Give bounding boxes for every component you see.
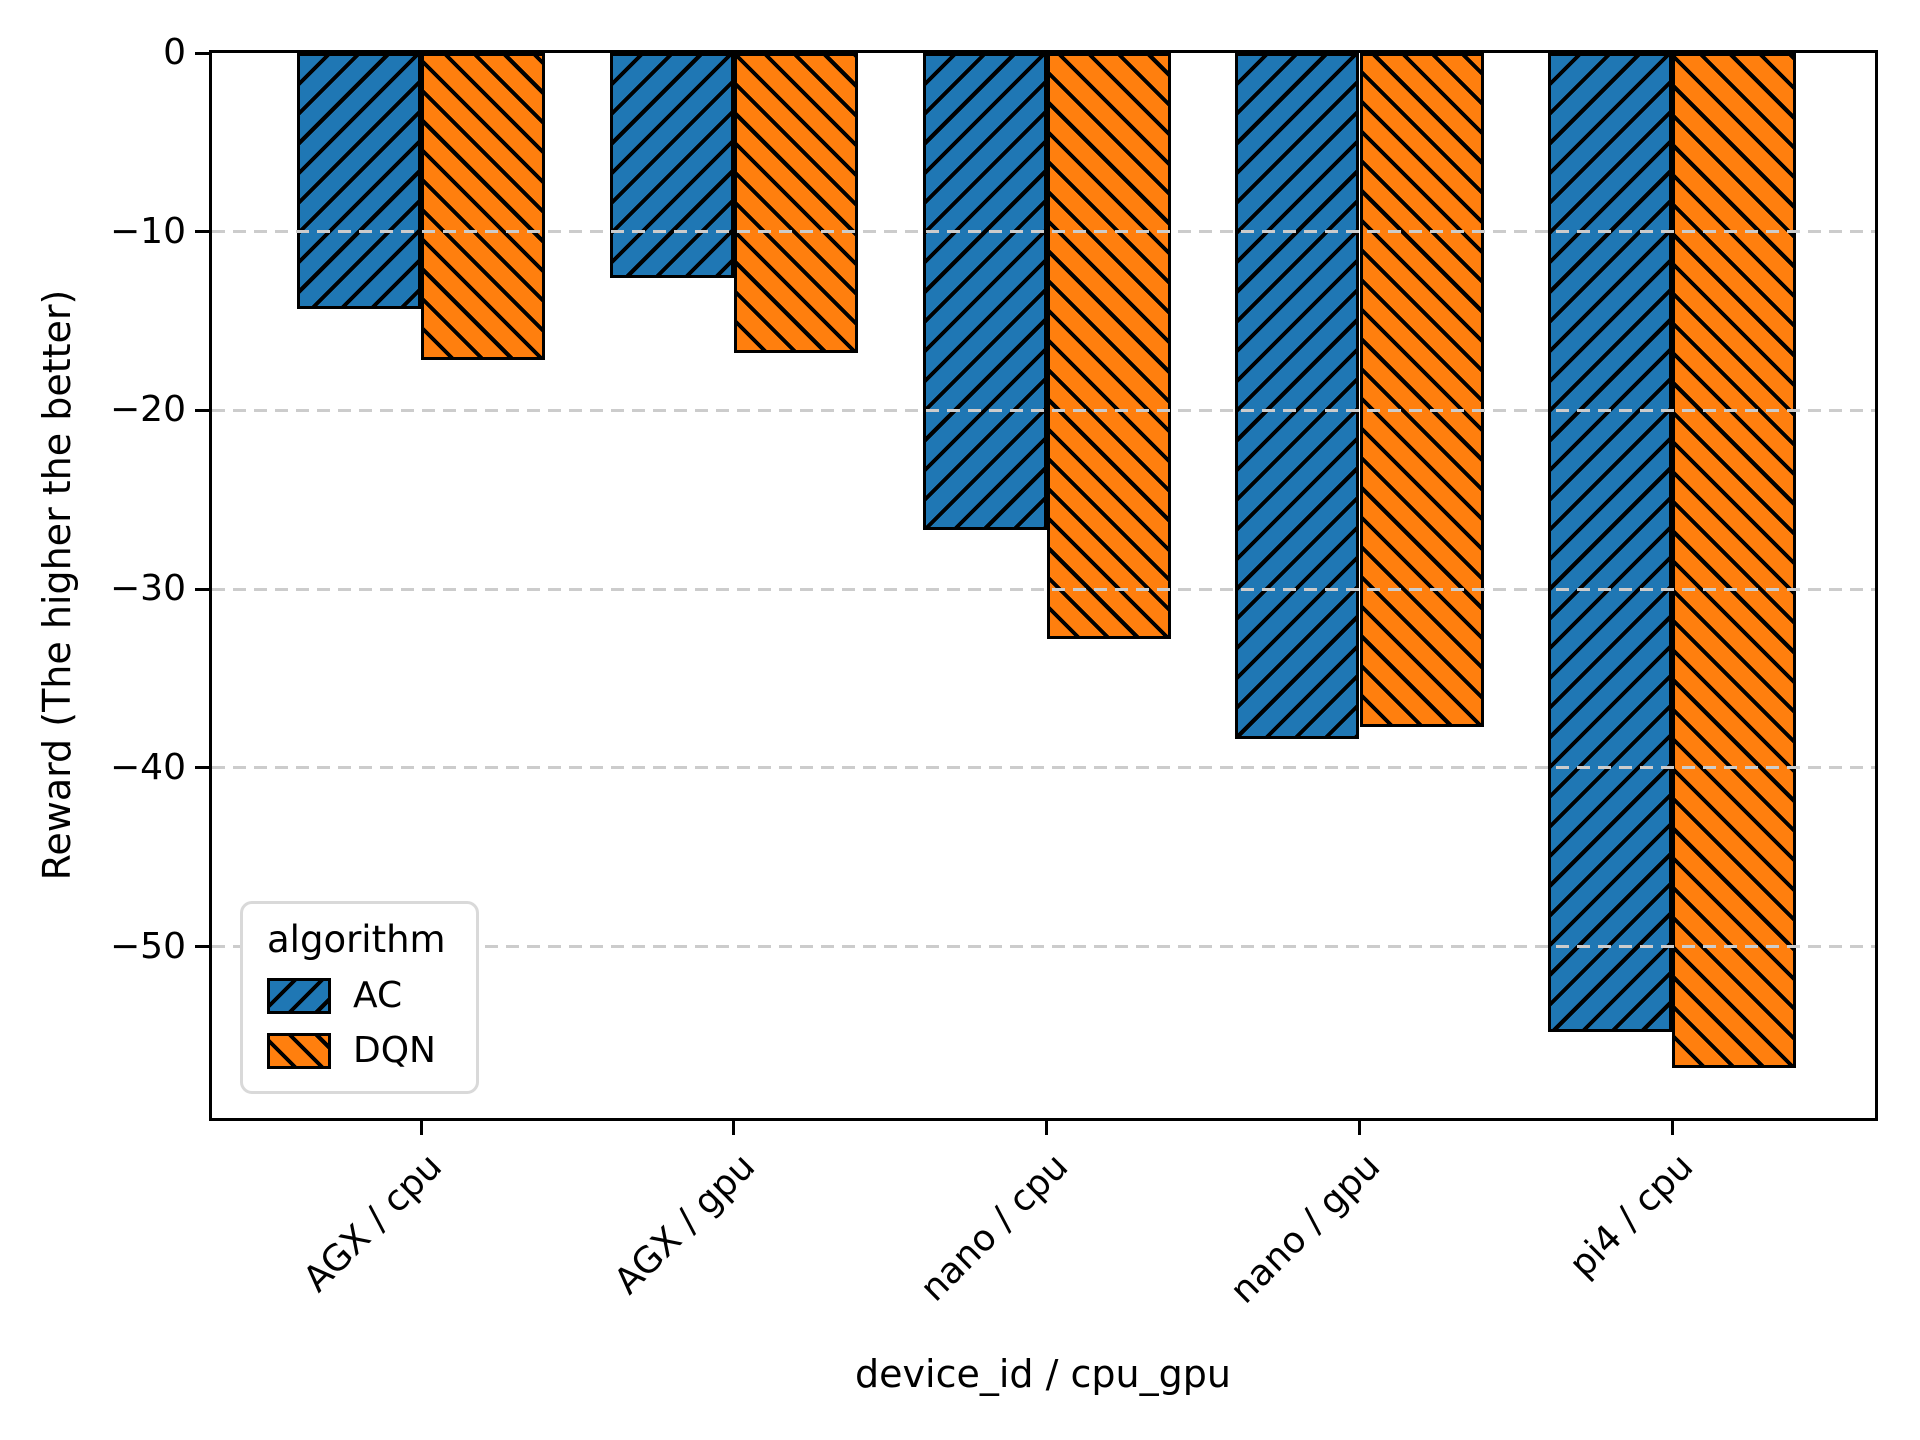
bar-agx-gpu-dqn — [733, 53, 858, 354]
legend-row-ac: AC — [267, 975, 446, 1016]
y-tick-mark — [195, 230, 209, 234]
legend-label-dqn: DQN — [353, 1030, 436, 1071]
x-tick-label: pi4 / cpu — [1561, 1146, 1702, 1286]
x-tick-label: nano / cpu — [912, 1146, 1076, 1310]
gridline — [212, 766, 1875, 770]
x-tick-label: AGX / gpu — [606, 1146, 763, 1303]
y-tick-label: −40 — [110, 746, 186, 788]
legend-rows: AC DQN — [267, 975, 446, 1071]
x-tick-label: AGX / cpu — [295, 1146, 450, 1301]
legend: algorithm AC DQN — [240, 901, 479, 1094]
bar-pi4-cpu-dqn — [1672, 53, 1797, 1068]
y-tick-label: −10 — [110, 210, 186, 252]
bar-agx-cpu-ac — [297, 53, 422, 309]
legend-swatch-ac — [267, 977, 331, 1014]
bar-nano-cpu-ac — [922, 53, 1047, 531]
y-tick-mark — [195, 587, 209, 591]
y-tick-mark — [195, 766, 209, 770]
y-tick-mark — [195, 408, 209, 412]
plot-area: algorithm AC DQN — [209, 50, 1878, 1121]
gridline — [212, 587, 1875, 591]
legend-row-dqn: DQN — [267, 1030, 446, 1071]
x-tick-mark — [1358, 1121, 1361, 1135]
bar-nano-gpu-ac — [1235, 53, 1360, 740]
legend-title: algorithm — [267, 918, 446, 961]
y-tick-label: −50 — [110, 925, 186, 967]
bar-nano-cpu-dqn — [1046, 53, 1171, 640]
y-tick-label: −20 — [110, 389, 186, 431]
y-tick-mark — [195, 51, 209, 55]
x-tick-mark — [419, 1121, 423, 1135]
x-axis-label: device_id / cpu_gpu — [855, 1352, 1231, 1396]
x-tick-label: nano / gpu — [1222, 1146, 1389, 1312]
legend-label-ac: AC — [353, 975, 403, 1016]
legend-swatch-dqn — [267, 1032, 331, 1069]
x-tick-mark — [732, 1121, 736, 1135]
bar-nano-gpu-dqn — [1359, 53, 1484, 727]
x-tick-mark — [1045, 1121, 1049, 1135]
y-tick-mark — [195, 945, 209, 948]
y-tick-label: −30 — [110, 568, 186, 610]
bar-agx-cpu-dqn — [421, 53, 546, 361]
y-tick-label: 0 — [163, 32, 186, 73]
gridline — [212, 945, 1875, 948]
x-tick-mark — [1670, 1121, 1674, 1135]
bar-pi4-cpu-ac — [1548, 53, 1673, 1033]
gridline — [212, 230, 1875, 234]
gridline — [212, 408, 1875, 412]
bar-agx-gpu-ac — [609, 53, 734, 279]
